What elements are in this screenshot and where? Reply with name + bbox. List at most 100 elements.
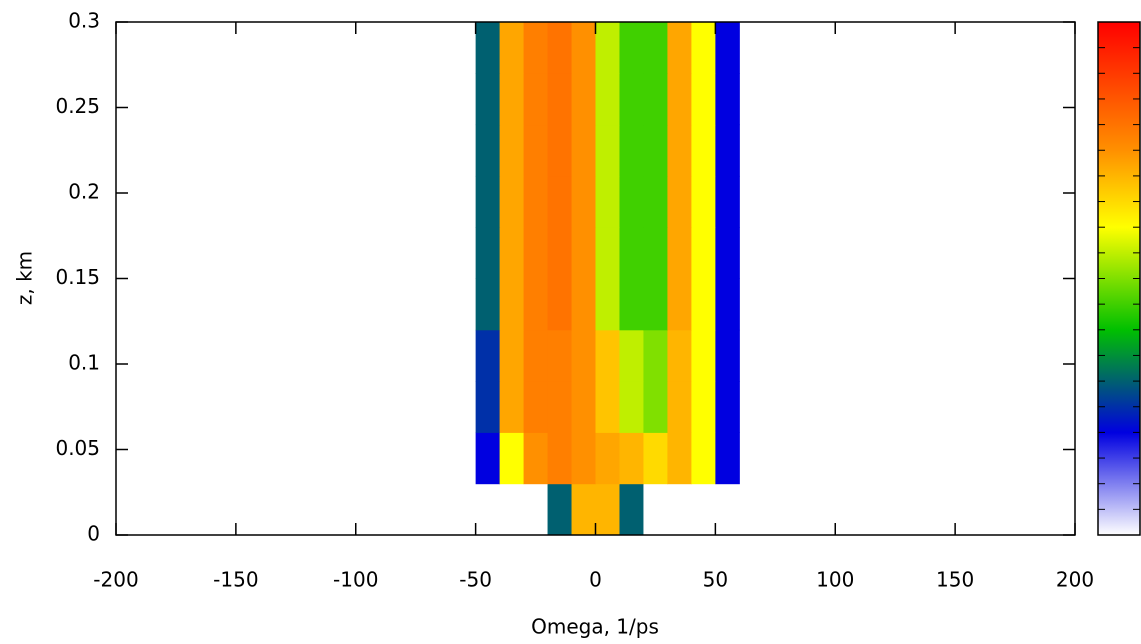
heatmap-cell [547, 432, 573, 485]
heatmap-cell [667, 483, 692, 536]
heatmap-cell [523, 22, 549, 74]
heatmap-cell [715, 227, 740, 279]
heatmap-cell [523, 432, 549, 485]
heatmap-cell [475, 381, 501, 433]
heatmap-cell [691, 22, 716, 74]
heatmap-cell [595, 175, 620, 228]
heatmap-cell [595, 278, 620, 331]
heatmap-cell [691, 483, 716, 536]
heatmap-cell [667, 381, 692, 433]
heatmap-cell [715, 329, 740, 382]
heatmap-cell [643, 227, 668, 279]
x-tick-label: -200 [93, 568, 138, 592]
heatmap-cell [667, 73, 692, 126]
heatmap-cell [523, 329, 549, 382]
heatmap-cell [499, 73, 525, 126]
heatmap-cell [571, 175, 596, 228]
heatmap-cell [619, 73, 644, 126]
heatmap-cell [475, 278, 501, 331]
heatmap-cell [643, 381, 668, 433]
x-tick-label: 0 [589, 568, 602, 592]
heatmap-cell [595, 22, 620, 74]
heatmap-cell [691, 73, 716, 126]
heatmap-cell [523, 381, 549, 433]
heatmap-cell [619, 227, 644, 279]
heatmap-cell [595, 381, 620, 433]
heatmap-cell [475, 483, 501, 536]
x-tick-label: -50 [459, 568, 492, 592]
heatmap-cell [571, 381, 596, 433]
heatmap-cell [475, 329, 501, 382]
heatmap-cell [715, 73, 740, 126]
heatmap-cell [595, 432, 620, 485]
heatmap-cell [547, 329, 573, 382]
heatmap-cell [571, 483, 596, 536]
heatmap-cell [595, 227, 620, 279]
heatmap-cell [547, 381, 573, 433]
x-tick-label: 150 [936, 568, 974, 592]
heatmap-cell [523, 483, 549, 536]
heatmap-cell [523, 175, 549, 228]
heatmap-cell [667, 278, 692, 331]
heatmap-cell [595, 483, 620, 536]
heatmap-cell [643, 73, 668, 126]
heatmap-cell [715, 432, 740, 485]
heatmap-cell [619, 483, 644, 536]
heatmap-cell [571, 432, 596, 485]
heatmap-cell [715, 278, 740, 331]
heatmap-cell [475, 432, 501, 485]
heatmap-cell [571, 73, 596, 126]
y-tick-label: 0.25 [55, 94, 100, 118]
heatmap-cell [475, 124, 501, 177]
heatmap-cell [619, 175, 644, 228]
heatmap-cell [523, 227, 549, 279]
heatmap-cell [595, 73, 620, 126]
heatmap-cell [547, 227, 573, 279]
heatmap-cell [691, 278, 716, 331]
heatmap-cell [595, 329, 620, 382]
heatmap-cell [715, 22, 740, 74]
heatmap-cell [619, 329, 644, 382]
heatmap-cell [715, 175, 740, 228]
heatmap-cell [547, 124, 573, 177]
heatmap-cell [643, 483, 668, 536]
y-axis-label: z, km [13, 251, 37, 305]
x-tick-label: -150 [213, 568, 258, 592]
heatmap-cell [499, 124, 525, 177]
heatmap-cell [547, 73, 573, 126]
y-tick-label: 0.15 [55, 265, 100, 289]
heatmap-cell [643, 175, 668, 228]
heatmap-cell [619, 22, 644, 74]
x-tick-label: -100 [333, 568, 378, 592]
heatmap-cell [571, 124, 596, 177]
heatmap-cell [715, 483, 740, 536]
y-tick-label: 0.1 [68, 351, 100, 375]
heatmap-cell [523, 278, 549, 331]
y-tick-label: 0.05 [55, 436, 100, 460]
heatmap-cell [499, 432, 525, 485]
heatmap-cell [619, 381, 644, 433]
y-tick-label: 0.2 [68, 180, 100, 204]
heatmap-cell [691, 124, 716, 177]
heatmap-cell [691, 227, 716, 279]
heatmap-cell [571, 22, 596, 74]
heatmap-cell [499, 278, 525, 331]
heatmap-cell [691, 329, 716, 382]
heatmap-cell [715, 381, 740, 433]
y-tick-label: 0 [87, 522, 100, 546]
heatmap-cell [619, 432, 644, 485]
heatmap-cell [523, 73, 549, 126]
heatmap-cell [523, 124, 549, 177]
heatmap-cell [667, 22, 692, 74]
heatmap-cell [691, 175, 716, 228]
x-tick-label: 200 [1056, 568, 1094, 592]
heatmap-cell [475, 227, 501, 279]
heatmap-cell [619, 278, 644, 331]
y-tick-label: 0.3 [68, 9, 100, 33]
heatmap-cell [547, 175, 573, 228]
heatmap-cell [571, 329, 596, 382]
x-axis-label: Omega, 1/ps [531, 615, 659, 639]
heatmap-cell [571, 278, 596, 331]
heatmap-cell [667, 124, 692, 177]
